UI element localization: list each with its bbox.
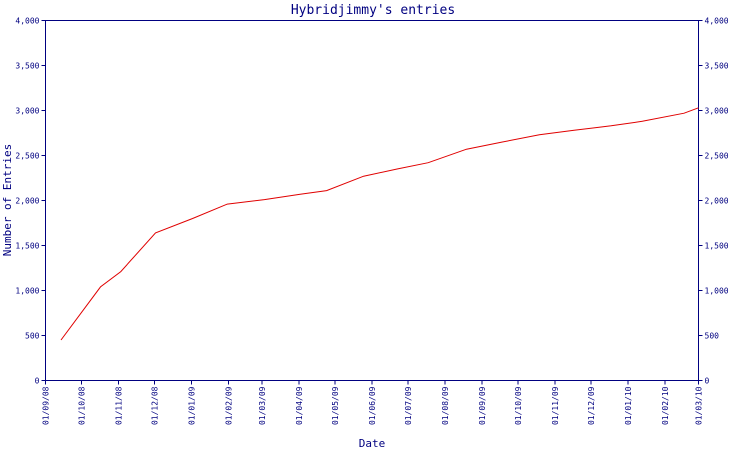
y-tick-label-left: 1,500 xyxy=(15,242,39,251)
y-tick-label-left: 3,500 xyxy=(15,62,39,71)
x-tick-label: 01/02/10 xyxy=(661,386,670,425)
y-tick-label-left: 3,000 xyxy=(15,107,39,116)
y-tick-label-left: 0 xyxy=(35,377,40,386)
y-tick-label-right: 4,000 xyxy=(705,17,729,26)
x-tick-label: 01/06/09 xyxy=(368,386,377,425)
x-tick-label: 01/05/09 xyxy=(331,386,340,425)
y-tick-label-right: 3,000 xyxy=(705,107,729,116)
series-line-entries xyxy=(60,107,699,341)
x-tick-label: 01/12/09 xyxy=(587,386,596,425)
y-tick-label-right: 0 xyxy=(705,377,710,386)
y-tick-label-left: 4,000 xyxy=(15,17,39,26)
x-tick-label: 01/10/09 xyxy=(514,386,523,425)
y-tick-label-left: 500 xyxy=(25,332,40,341)
x-tick-label: 01/09/09 xyxy=(478,386,487,425)
x-tick-label: 01/01/09 xyxy=(187,386,196,425)
x-tick-label: 01/07/09 xyxy=(404,386,413,425)
x-tick-label: 01/01/10 xyxy=(624,386,633,425)
y-tick-label-right: 1,500 xyxy=(705,242,729,251)
y-tick-label-right: 2,500 xyxy=(705,152,729,161)
y-axis-label: Number of Entries xyxy=(1,144,14,257)
x-tick-label: 01/11/08 xyxy=(114,386,123,425)
x-tick-label: 01/12/08 xyxy=(150,386,159,425)
y-axis-left: 0 500 1,000 1,500 2,000 2,500 3,000 3,500 4,000 xyxy=(15,17,46,386)
y-tick-label-right: 3,500 xyxy=(705,62,729,71)
x-tick-label: 01/09/08 xyxy=(42,386,51,425)
chart-title: Hybridjimmy's entries xyxy=(291,3,455,18)
y-tick-label-left: 2,500 xyxy=(15,152,39,161)
y-tick-label-right: 2,000 xyxy=(705,197,729,206)
y-tick-label-left: 2,000 xyxy=(15,197,39,206)
series-layer xyxy=(60,107,699,341)
x-tick-label: 01/02/09 xyxy=(224,386,233,425)
x-tick-label: 01/08/09 xyxy=(441,386,450,425)
x-tick-label: 01/10/08 xyxy=(77,386,86,425)
x-tick-label: 01/04/09 xyxy=(295,386,304,425)
x-axis-label: Date xyxy=(359,437,386,450)
y-tick-label-right: 1,000 xyxy=(705,287,729,296)
y-tick-label-right: 500 xyxy=(705,332,720,341)
x-tick-label: 01/03/10 xyxy=(695,386,704,425)
x-axis: 01/09/08 01/10/08 01/11/08 01/12/08 01/01/09… xyxy=(42,380,704,425)
plot-frame xyxy=(45,20,699,381)
y-tick-label-left: 1,000 xyxy=(15,287,39,296)
x-tick-label: 01/11/09 xyxy=(551,386,560,425)
x-tick-label: 01/03/09 xyxy=(258,386,267,425)
y-axis-right: 0 500 1,000 1,500 2,000 2,500 3,000 3,500 4,000 xyxy=(698,17,729,386)
